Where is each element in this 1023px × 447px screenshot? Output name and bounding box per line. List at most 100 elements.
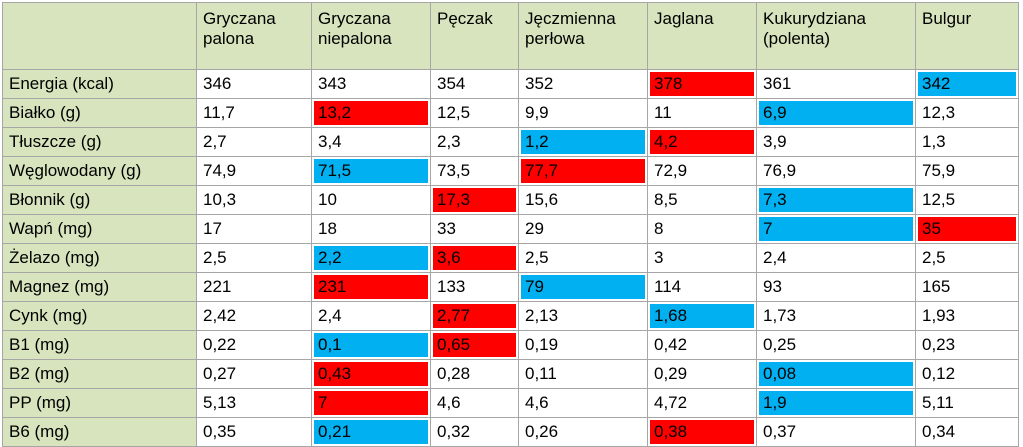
cell: 0,37 bbox=[756, 417, 916, 447]
cell: 0,42 bbox=[647, 330, 757, 360]
cell: 72,9 bbox=[647, 156, 757, 186]
row-label: Węglowodany (g) bbox=[2, 156, 197, 186]
row-label: Tłuszcze (g) bbox=[2, 127, 197, 157]
cell: 5,13 bbox=[196, 388, 312, 418]
cell: 2,42 bbox=[196, 301, 312, 331]
row-label: Żelazo (mg) bbox=[2, 243, 197, 273]
cell: 2,7 bbox=[196, 127, 312, 157]
data-row: Żelazo (mg) 2,5 2,2 3,6 2,5 3 2,4 2,5 bbox=[2, 243, 1019, 273]
cell: 76,9 bbox=[756, 156, 916, 186]
cell: 18 bbox=[311, 214, 431, 244]
cell: 0,32 bbox=[430, 417, 519, 447]
cell: 0,35 bbox=[196, 417, 312, 447]
cell: 1,93 bbox=[915, 301, 1019, 331]
cell: 354 bbox=[430, 69, 519, 99]
cell: 7 bbox=[756, 214, 916, 244]
cell: 0,19 bbox=[518, 330, 648, 360]
data-row: B6 (mg) 0,35 0,21 0,32 0,26 0,38 0,37 0,34 bbox=[2, 417, 1019, 447]
data-row: Wapń (mg) 17 18 33 29 8 7 35 bbox=[2, 214, 1019, 244]
row-label: Błonnik (g) bbox=[2, 185, 197, 215]
cell: 15,6 bbox=[518, 185, 648, 215]
cell: 12,5 bbox=[430, 98, 519, 128]
data-row: Cynk (mg) 2,42 2,4 2,77 2,13 1,68 1,73 1,93 bbox=[2, 301, 1019, 331]
cell: 4,72 bbox=[647, 388, 757, 418]
data-row: Błonnik (g) 10,3 10 17,3 15,6 8,5 7,3 12,5 bbox=[2, 185, 1019, 215]
cell: 0,08 bbox=[756, 359, 916, 389]
cell: 73,5 bbox=[430, 156, 519, 186]
row-label: Wapń (mg) bbox=[2, 214, 197, 244]
data-row: PP (mg) 5,13 7 4,6 4,6 4,72 1,9 5,11 bbox=[2, 388, 1019, 418]
column-header: Gryczana palona bbox=[196, 2, 312, 70]
cell: 4,2 bbox=[647, 127, 757, 157]
data-row: B1 (mg) 0,22 0,1 0,65 0,19 0,42 0,25 0,23 bbox=[2, 330, 1019, 360]
cell: 1,2 bbox=[518, 127, 648, 157]
cell: 0,34 bbox=[915, 417, 1019, 447]
cell: 75,9 bbox=[915, 156, 1019, 186]
corner-cell bbox=[2, 2, 197, 70]
row-label: Energia (kcal) bbox=[2, 69, 197, 99]
cell: 0,1 bbox=[311, 330, 431, 360]
cell: 5,11 bbox=[915, 388, 1019, 418]
cell: 343 bbox=[311, 69, 431, 99]
cell: 12,5 bbox=[915, 185, 1019, 215]
cell: 346 bbox=[196, 69, 312, 99]
cell: 35 bbox=[915, 214, 1019, 244]
cell: 133 bbox=[430, 272, 519, 302]
column-header: Jęczmienna perłowa bbox=[518, 2, 648, 70]
cell: 8,5 bbox=[647, 185, 757, 215]
cell: 3,6 bbox=[430, 243, 519, 273]
header-row: Gryczana palona Gryczana niepalona Pęczak J… bbox=[2, 2, 1019, 70]
cell: 231 bbox=[311, 272, 431, 302]
cell: 7,3 bbox=[756, 185, 916, 215]
cell: 0,25 bbox=[756, 330, 916, 360]
row-label: Cynk (mg) bbox=[2, 301, 197, 331]
cell: 74,9 bbox=[196, 156, 312, 186]
cell: 0,38 bbox=[647, 417, 757, 447]
cell: 10 bbox=[311, 185, 431, 215]
column-header: Gryczana niepalona bbox=[311, 2, 431, 70]
cell: 2,4 bbox=[311, 301, 431, 331]
cell: 9,9 bbox=[518, 98, 648, 128]
cell: 6,9 bbox=[756, 98, 916, 128]
cell: 0,27 bbox=[196, 359, 312, 389]
cell: 0,29 bbox=[647, 359, 757, 389]
row-label: PP (mg) bbox=[2, 388, 197, 418]
cell: 11 bbox=[647, 98, 757, 128]
cell: 2,5 bbox=[196, 243, 312, 273]
column-header: Kukurydziana (polenta) bbox=[756, 2, 916, 70]
cell: 2,2 bbox=[311, 243, 431, 273]
cell: 2,4 bbox=[756, 243, 916, 273]
row-label: B1 (mg) bbox=[2, 330, 197, 360]
cell: 2,3 bbox=[430, 127, 519, 157]
cell: 17,3 bbox=[430, 185, 519, 215]
cell: 71,5 bbox=[311, 156, 431, 186]
cell: 1,73 bbox=[756, 301, 916, 331]
cell: 2,5 bbox=[518, 243, 648, 273]
cell: 93 bbox=[756, 272, 916, 302]
cell: 361 bbox=[756, 69, 916, 99]
cell: 4,6 bbox=[430, 388, 519, 418]
cell: 2,77 bbox=[430, 301, 519, 331]
row-label: B2 (mg) bbox=[2, 359, 197, 389]
cell: 7 bbox=[311, 388, 431, 418]
cell: 10,3 bbox=[196, 185, 312, 215]
column-header: Pęczak bbox=[430, 2, 519, 70]
data-row: Energia (kcal) 346 343 354 352 378 361 342 bbox=[2, 69, 1019, 99]
cell: 0,23 bbox=[915, 330, 1019, 360]
cell: 0,11 bbox=[518, 359, 648, 389]
column-header: Jaglana bbox=[647, 2, 757, 70]
cell: 221 bbox=[196, 272, 312, 302]
cell: 8 bbox=[647, 214, 757, 244]
cell: 0,22 bbox=[196, 330, 312, 360]
cell: 2,13 bbox=[518, 301, 648, 331]
row-label: B6 (mg) bbox=[2, 417, 197, 447]
cell: 0,21 bbox=[311, 417, 431, 447]
cell: 77,7 bbox=[518, 156, 648, 186]
cell: 378 bbox=[647, 69, 757, 99]
row-label: Białko (g) bbox=[2, 98, 197, 128]
cell: 352 bbox=[518, 69, 648, 99]
cell: 1,68 bbox=[647, 301, 757, 331]
cell: 114 bbox=[647, 272, 757, 302]
cell: 17 bbox=[196, 214, 312, 244]
